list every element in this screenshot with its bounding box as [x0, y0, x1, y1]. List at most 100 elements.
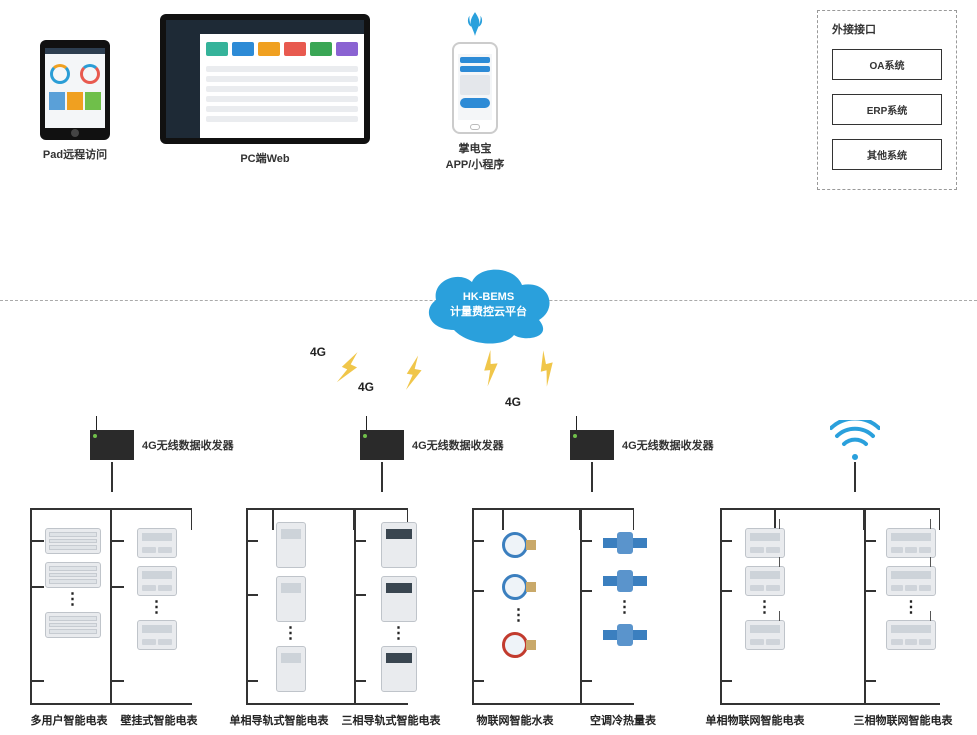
connector-line	[381, 462, 383, 492]
vdots-icon: ⋮	[366, 630, 431, 638]
vdots-icon: ⋮	[258, 630, 323, 638]
meter-col-wall: ⋮	[124, 528, 189, 658]
rail	[246, 508, 248, 704]
wall-meter-icon	[137, 566, 177, 596]
stub	[580, 680, 592, 682]
meter-col-iot-single: ⋮	[732, 528, 797, 658]
vdots-icon: ⋮	[732, 604, 797, 612]
meter-col-iot-three: ⋮	[876, 528, 946, 658]
gateway-3: 4G无线数据收发器	[570, 430, 714, 460]
iot-meter-icon	[886, 620, 936, 650]
col-label-7: 单相物联网智能电表	[700, 712, 810, 728]
connector-line	[111, 462, 113, 492]
iot-meter-icon	[886, 566, 936, 596]
iot-meter-icon	[745, 620, 785, 650]
lightning-icon	[534, 348, 561, 387]
ext-item-erp: ERP系统	[832, 94, 942, 125]
stub	[30, 680, 44, 682]
ext-title: 外接接口	[832, 21, 942, 37]
gateway-device-icon	[570, 430, 614, 460]
meter-col-water: ⋮	[486, 528, 551, 670]
4g-label: 4G	[358, 380, 374, 394]
water-meter-icon	[502, 628, 536, 662]
stub	[246, 540, 258, 542]
tablet-label: Pad远程访问	[30, 146, 120, 162]
vdots-icon: ⋮	[40, 596, 105, 604]
vdots-icon: ⋮	[876, 604, 946, 612]
meter-col-multiuser: ⋮	[40, 528, 105, 646]
rail	[472, 508, 474, 704]
app-label-1: 掌电宝	[430, 140, 520, 156]
phone-device	[452, 42, 498, 134]
pc-block: PC端Web	[160, 14, 370, 166]
rail-meter-icon	[381, 522, 417, 568]
app-label-2: APP/小程序	[430, 156, 520, 172]
gateway-1: 4G无线数据收发器	[90, 430, 234, 460]
bus-tree	[720, 492, 940, 532]
tablet-block: Pad远程访问	[30, 40, 120, 162]
rail	[354, 508, 356, 704]
app-block: 掌电宝 APP/小程序	[430, 10, 520, 172]
stub	[472, 540, 484, 542]
stub	[580, 590, 592, 592]
iot-meter-icon	[745, 528, 785, 558]
multiuser-meter-icon	[45, 528, 101, 554]
wifi-icon	[830, 420, 880, 460]
wall-meter-icon	[137, 620, 177, 650]
multiuser-meter-icon	[45, 562, 101, 588]
flow-meter-icon	[603, 528, 647, 558]
vdots-icon: ⋮	[592, 604, 657, 612]
rail-meter-icon	[276, 576, 306, 622]
col-label-2: 壁挂式智能电表	[104, 712, 214, 728]
tile	[336, 42, 358, 56]
ext-item-oa: OA系统	[832, 49, 942, 80]
dashboard-tiles	[206, 42, 358, 56]
gateway-label: 4G无线数据收发器	[622, 437, 714, 453]
stub	[110, 586, 124, 588]
meter-col-single-rail: ⋮	[258, 522, 323, 692]
col-label-6: 空调冷热量表	[568, 712, 678, 728]
rail	[864, 508, 866, 704]
stub	[720, 540, 732, 542]
rail-meter-icon	[276, 646, 306, 692]
col-label-3: 单相导轨式智能电表	[224, 712, 334, 728]
lightning-icon	[480, 349, 501, 386]
pc-label: PC端Web	[160, 150, 370, 166]
tablet-device	[40, 40, 110, 140]
bus-tree	[472, 492, 634, 532]
stub	[864, 540, 876, 542]
stub	[720, 703, 940, 705]
stub	[30, 703, 192, 705]
ext-item-other: 其他系统	[832, 139, 942, 170]
gateway-label: 4G无线数据收发器	[412, 437, 504, 453]
rail-meter-icon	[381, 576, 417, 622]
stub	[354, 540, 366, 542]
tile	[284, 42, 306, 56]
vdots-icon: ⋮	[486, 612, 551, 620]
multiuser-meter-icon	[45, 612, 101, 638]
stub	[246, 594, 258, 596]
cloud-line1: HK-BEMS	[414, 290, 564, 305]
stub	[720, 680, 732, 682]
flow-meter-icon	[603, 620, 647, 650]
stub	[472, 680, 484, 682]
app-logo-icon	[464, 10, 486, 38]
rail	[720, 508, 722, 704]
flow-meter-icon	[603, 566, 647, 596]
stub	[580, 540, 592, 542]
external-interfaces-box: 外接接口 OA系统 ERP系统 其他系统	[817, 10, 957, 190]
gateway-device-icon	[90, 430, 134, 460]
col-label-8: 三相物联网智能电表	[848, 712, 958, 728]
iot-meter-icon	[886, 528, 936, 558]
tile	[258, 42, 280, 56]
stub	[246, 703, 408, 705]
pc-monitor	[160, 14, 370, 144]
gateway-label: 4G无线数据收发器	[142, 437, 234, 453]
stub	[472, 703, 634, 705]
4g-label: 4G	[505, 395, 521, 409]
meter-col-flow: ⋮	[592, 528, 657, 658]
cloud-platform: HK-BEMS 计量费控云平台	[414, 260, 564, 345]
water-meter-icon	[502, 528, 536, 562]
stub	[110, 680, 124, 682]
tile	[310, 42, 332, 56]
